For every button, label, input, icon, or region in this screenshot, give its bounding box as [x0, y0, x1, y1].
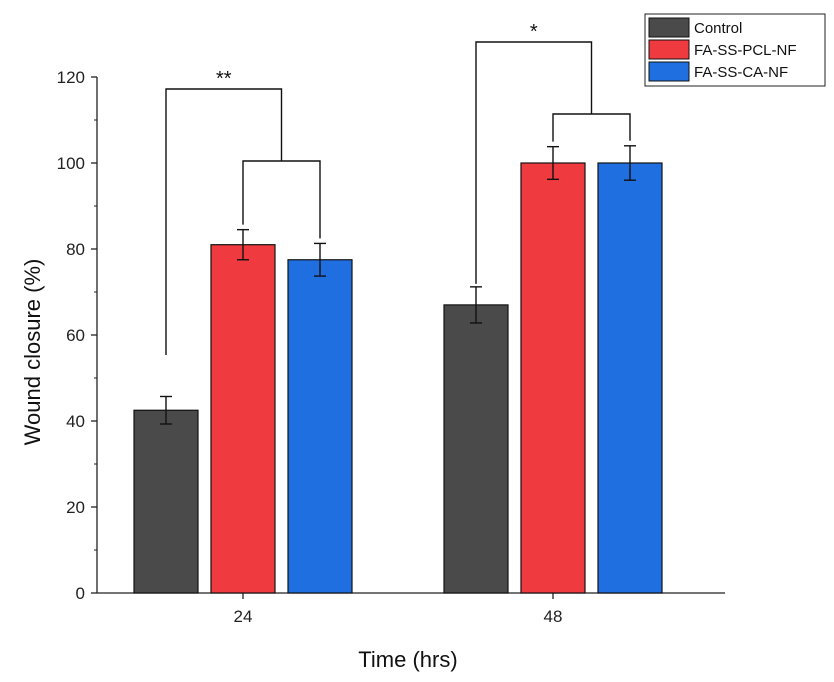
bar-fa-ss-ca-nf-48 — [597, 162, 663, 594]
legend-label: Control — [694, 20, 742, 37]
bar-fa-ss-pcl-nf-48 — [520, 162, 586, 594]
bar-fa-ss-pcl-nf-24 — [210, 244, 276, 594]
inner-bracket — [552, 113, 631, 142]
y-tick-label: 60 — [66, 326, 85, 345]
y-axis-title: Wound closure (%) — [20, 259, 45, 446]
outer-bracket — [165, 88, 283, 355]
inner-bracket — [242, 160, 321, 239]
bar-control-24 — [133, 409, 199, 594]
y-tick-label: 20 — [66, 498, 85, 517]
y-tick-label: 40 — [66, 412, 85, 431]
significance-label: * — [530, 21, 538, 43]
significance-label: ** — [216, 68, 232, 90]
y-tick-label: 100 — [57, 154, 85, 173]
y-tick-label: 120 — [57, 68, 85, 87]
x-tick-label: 48 — [544, 607, 563, 626]
outer-bracket — [475, 41, 593, 284]
legend-swatch — [648, 39, 690, 60]
legend-swatch — [648, 61, 690, 82]
bar-fa-ss-ca-nf-24 — [287, 259, 353, 594]
bar-control-48 — [443, 304, 509, 594]
y-tick-label: 0 — [76, 584, 85, 603]
y-ticks: 0 20 40 60 80 100 120 — [57, 68, 97, 603]
legend-label: FA-SS-PCL-NF — [694, 42, 797, 59]
y-tick-label: 80 — [66, 240, 85, 259]
legend-label: FA-SS-CA-NF — [694, 64, 788, 81]
legend-swatch — [648, 17, 690, 38]
legend: Control FA-SS-PCL-NF FA-SS-CA-NF — [644, 13, 826, 87]
x-tick-label: 24 — [234, 607, 253, 626]
significance-brackets: *** — [165, 21, 631, 355]
x-axis-title: Time (hrs) — [358, 647, 457, 672]
x-ticks: 24 48 — [234, 593, 563, 626]
bars — [133, 145, 663, 594]
